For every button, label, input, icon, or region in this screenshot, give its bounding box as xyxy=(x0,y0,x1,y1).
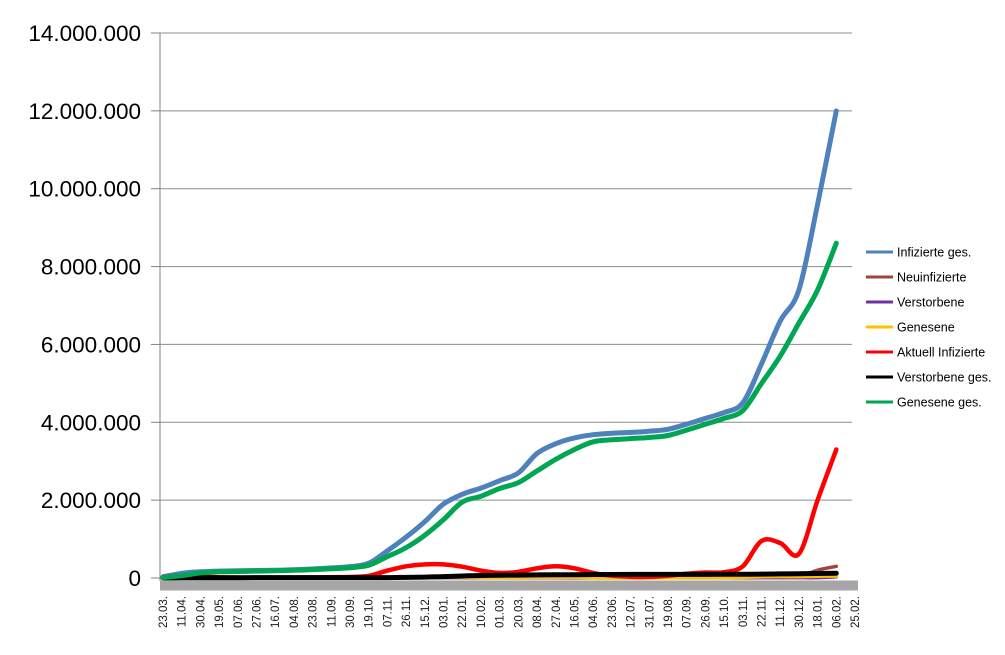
x-axis-label: 27.06. xyxy=(252,596,264,628)
y-axis-label: 2.000.000 xyxy=(41,488,141,513)
legend-label: Aktuell Infizierte xyxy=(897,346,985,360)
x-axis-label: 26.09. xyxy=(700,596,712,628)
x-axis-label: 23.06. xyxy=(607,596,619,628)
series-line-infizierte-ges xyxy=(160,108,839,580)
x-axis-label: 11.04. xyxy=(177,596,189,627)
y-axis-label: 8.000.000 xyxy=(41,255,141,280)
x-axis-label: 19.08. xyxy=(663,596,675,628)
x-axis-label: 30.04. xyxy=(195,596,207,628)
legend-label: Infizierte ges. xyxy=(897,246,971,260)
x-axis-label: 11.09. xyxy=(326,596,338,627)
x-axis-label: 30.12. xyxy=(794,596,806,628)
x-axis-label: 22.01. xyxy=(457,596,469,628)
y-axis-label: 4.000.000 xyxy=(41,410,141,435)
legend-label: Verstorbene xyxy=(897,296,964,310)
x-axis-label: 20.03. xyxy=(513,596,525,628)
x-axis-label: 12.07. xyxy=(626,596,638,628)
x-axis-label: 04.06. xyxy=(588,596,600,628)
x-axis-label: 03.01. xyxy=(439,596,451,628)
y-axis-label: 14.000.000 xyxy=(28,21,141,46)
legend-entry: Verstorbene xyxy=(866,296,964,310)
legend-label: Neuinfizierte xyxy=(897,271,967,285)
x-axis-label: 25.02. xyxy=(850,596,862,628)
legend-entry: Neuinfizierte xyxy=(866,271,967,285)
x-axis-label: 11.12. xyxy=(775,596,787,627)
x-axis-label: 07.06. xyxy=(233,596,245,628)
x-axis-label: 19.10. xyxy=(364,596,376,628)
x-axis-label: 23.03. xyxy=(158,596,170,628)
series-line-verstorbene-ges xyxy=(160,570,839,581)
x-axis-label: 16.07. xyxy=(270,596,282,628)
legend-entry: Genesene xyxy=(866,321,955,335)
y-axis-label: 12.000.000 xyxy=(28,99,141,124)
series-line-aktuell-infizierte xyxy=(160,447,839,580)
legend: Infizierte ges. Neuinfizierte Verstorbene G… xyxy=(866,246,992,410)
x-axis-label: 10.02. xyxy=(476,596,488,628)
x-axis-label: 15.12. xyxy=(420,596,432,628)
x-axis-label: 04.08. xyxy=(289,596,301,628)
x-axis-strip xyxy=(160,580,858,591)
x-axis-label: 15.10. xyxy=(719,596,731,628)
legend-entry: Genesene ges. xyxy=(866,396,982,410)
legend-label: Verstorbene ges. xyxy=(897,371,992,385)
x-axis-label: 06.02. xyxy=(831,596,843,628)
x-axis-label: 08.04. xyxy=(532,596,544,628)
x-axis-label: 31.07. xyxy=(644,596,656,628)
x-axis-label: 30.09. xyxy=(345,596,357,628)
x-axis-label: 27.04. xyxy=(551,596,563,628)
x-axis-label: 26.11. xyxy=(401,596,413,627)
y-axis-label: 6.000.000 xyxy=(41,332,141,357)
x-axis-label: 07.09. xyxy=(682,596,694,628)
legend-label: Genesene ges. xyxy=(897,396,982,410)
x-axis-label: 22.11. xyxy=(757,596,769,627)
x-axis-label: 01.03. xyxy=(495,596,507,628)
x-axis-label: 18.01. xyxy=(813,596,825,628)
legend-label: Genesene xyxy=(897,321,955,335)
legend-entry: Infizierte ges. xyxy=(866,246,971,260)
y-axis-label: 0 xyxy=(128,566,141,591)
x-axis-label: 19.05. xyxy=(214,596,226,628)
x-axis-label: 03.11. xyxy=(738,596,750,627)
y-axis-label: 10.000.000 xyxy=(28,177,141,202)
legend-entry: Verstorbene ges. xyxy=(866,371,992,385)
x-axis-label: 23.08. xyxy=(308,596,320,628)
x-axis-label: 07.11. xyxy=(382,596,394,627)
x-axis-label: 16.05. xyxy=(570,596,582,628)
legend-entry: Aktuell Infizierte xyxy=(866,346,985,360)
series-line-genesene-ges xyxy=(160,240,839,581)
